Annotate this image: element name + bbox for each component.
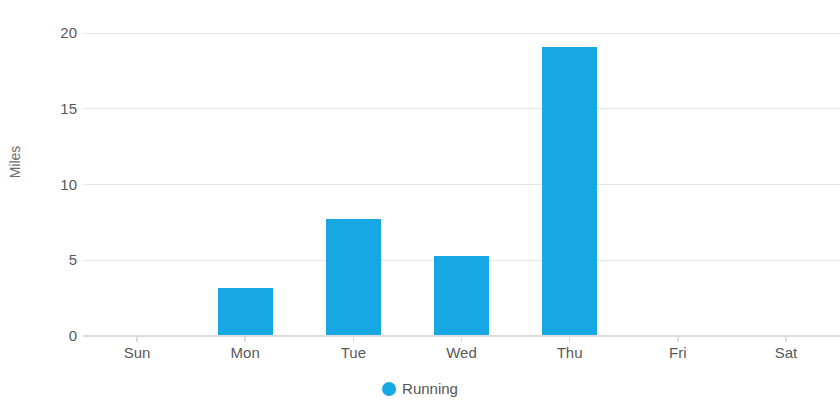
x-axis-label-sat: Sat <box>741 344 831 361</box>
x-axis-tick <box>677 337 679 342</box>
legend-marker-icon <box>382 382 396 396</box>
x-axis-label-wed: Wed <box>417 344 507 361</box>
gridline <box>83 184 840 185</box>
y-tick-label: 0 <box>0 326 77 346</box>
bar-tue[interactable] <box>326 219 381 336</box>
x-axis-label-fri: Fri <box>633 344 723 361</box>
x-axis-label-sun: Sun <box>92 344 182 361</box>
x-axis-tick <box>461 337 463 342</box>
bar-chart: Miles 05101520 SunMonTueWedThuFriSat Run… <box>0 0 840 413</box>
x-axis-tick <box>785 337 787 342</box>
x-axis-tick <box>353 337 355 342</box>
x-axis-label-thu: Thu <box>525 344 615 361</box>
plot-area <box>83 33 840 336</box>
bar-wed[interactable] <box>434 256 489 336</box>
x-axis-tick <box>244 337 246 342</box>
x-axis-tick <box>136 337 138 342</box>
bar-mon[interactable] <box>218 288 273 336</box>
gridline <box>83 108 840 109</box>
gridline <box>83 33 840 34</box>
bar-thu[interactable] <box>542 47 597 336</box>
x-axis-label-tue: Tue <box>308 344 398 361</box>
y-tick-label: 20 <box>0 23 77 43</box>
y-tick-label: 15 <box>0 99 77 119</box>
y-tick-label: 5 <box>0 250 77 270</box>
legend-series-label: Running <box>402 380 458 397</box>
y-tick-label: 10 <box>0 175 77 195</box>
legend-item-running[interactable]: Running <box>382 380 458 397</box>
x-axis-label-mon: Mon <box>200 344 290 361</box>
x-axis-tick <box>569 337 571 342</box>
